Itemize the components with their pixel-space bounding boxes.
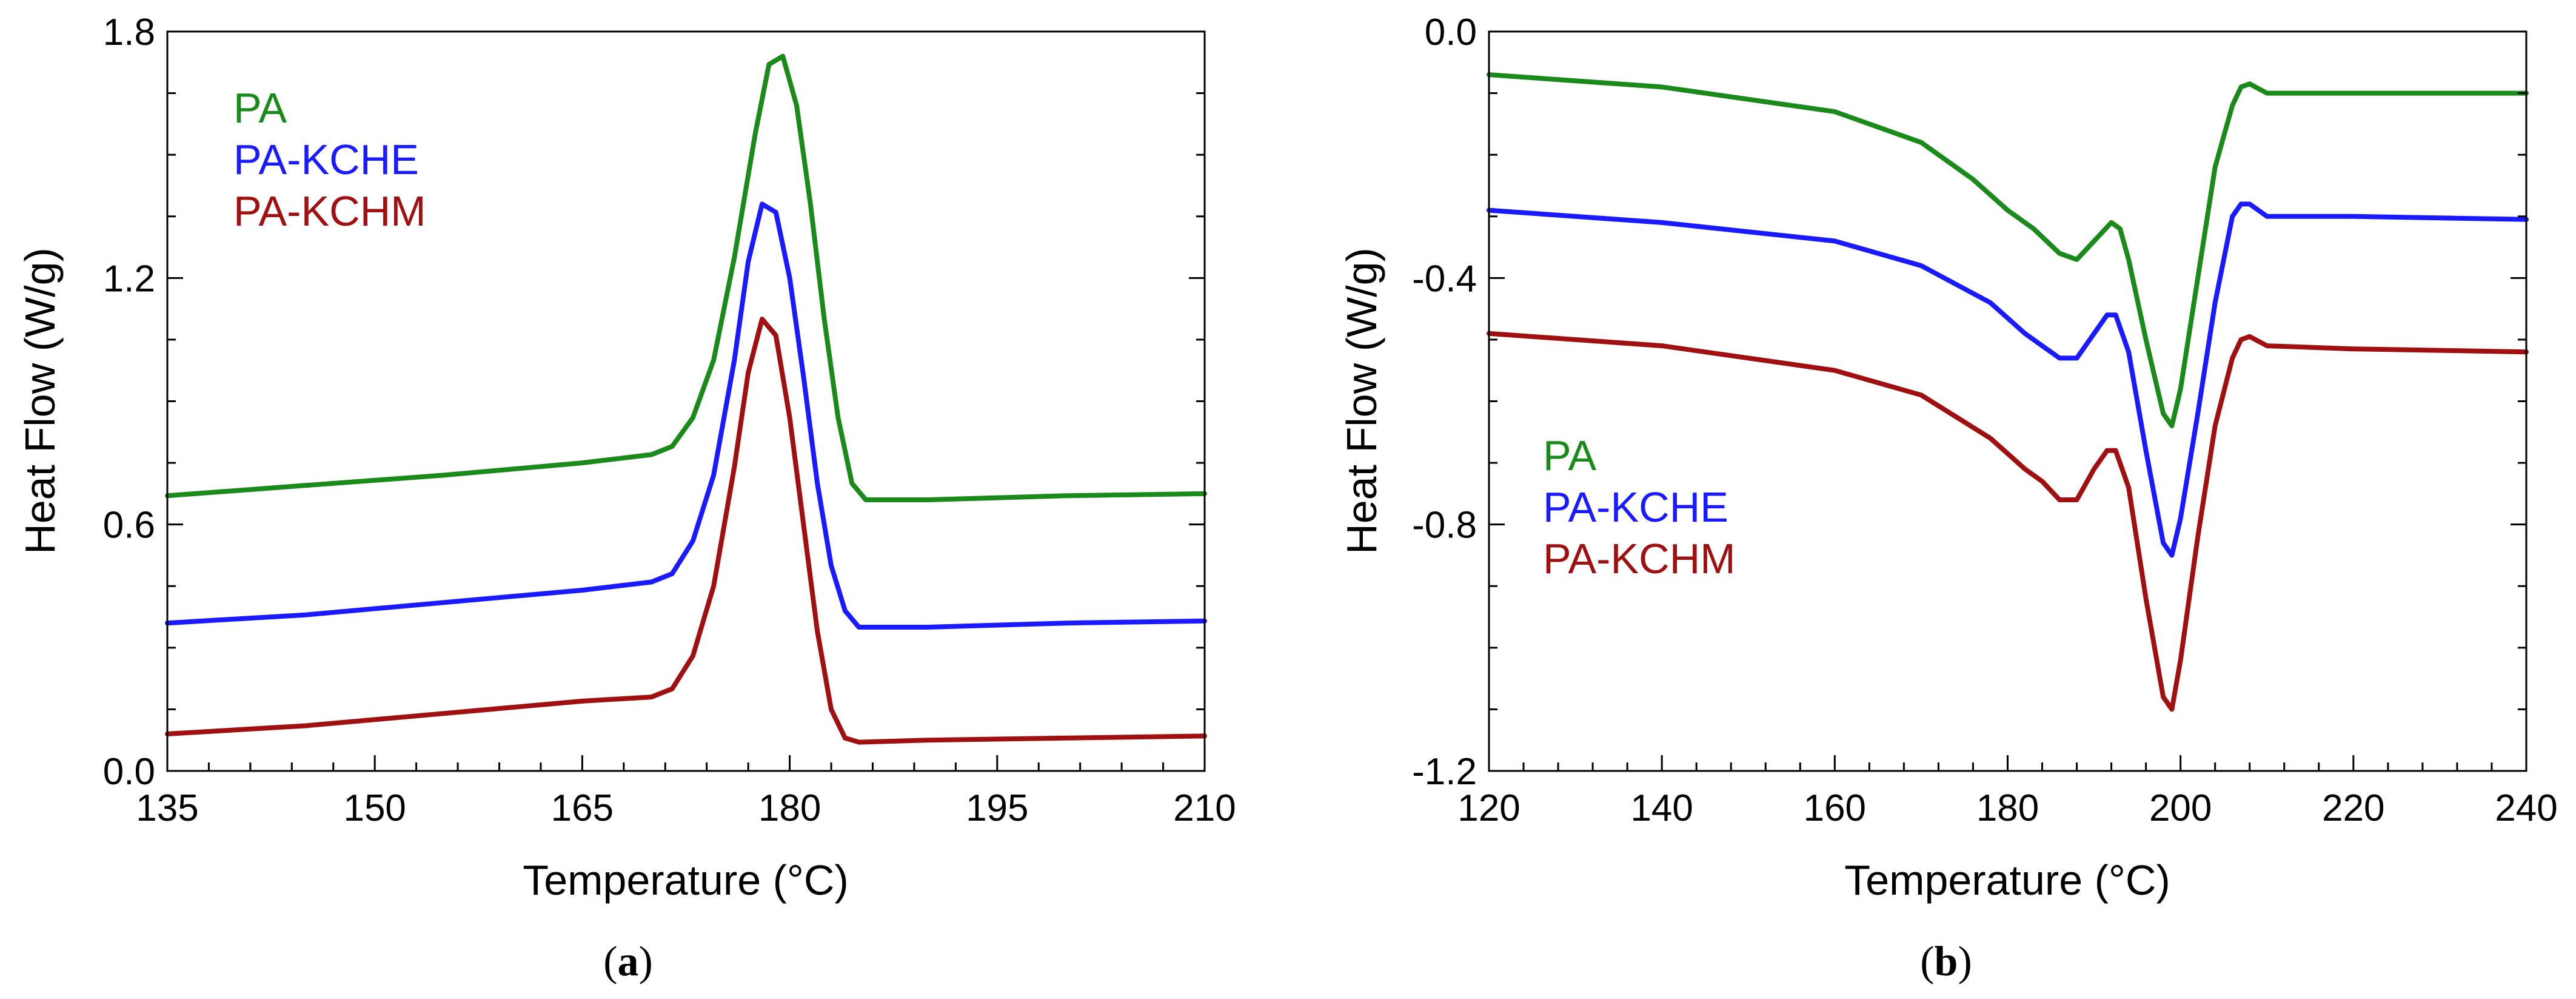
panel-a-caption: (a) — [603, 938, 653, 985]
panel-a-x-tick-label: 135 — [136, 787, 198, 829]
panel-b-line-pa — [1487, 72, 2529, 429]
panel-a-x-tick-label: 180 — [758, 787, 821, 829]
panel-a-x-axis-title: Temperature (°C) — [523, 856, 849, 904]
panel-b-legend: PA PA-KCHE PA-KCHM — [1543, 432, 1736, 582]
panel-b-x-tick-label: 160 — [1804, 787, 1866, 829]
panel-a-line-pa-kchm — [165, 317, 1207, 745]
panel-b-line-pa-kchm — [1487, 331, 2529, 712]
panel-b-legend-pa: PA — [1543, 432, 1596, 479]
panel-b-series — [1487, 72, 2529, 712]
panel-a-x-tick-label: 165 — [551, 787, 614, 829]
panel-a-legend-pa-kchm: PA-KCHM — [233, 187, 426, 235]
panel-a: 135 150 165 180 195 210 0.0 0.6 1.2 1.8 Temperatu… — [16, 12, 1236, 985]
panel-b-x-tick-label: 120 — [1457, 787, 1520, 829]
panel-a-x-tick-label: 210 — [1173, 787, 1236, 829]
panel-a-y-tick-label: 1.2 — [103, 258, 155, 300]
panel-a-legend: PA PA-KCHE PA-KCHM — [233, 84, 426, 235]
panel-b-y-axis-title: Heat Flow (W/g) — [1338, 247, 1385, 554]
panel-a-y-tick-label: 0.6 — [103, 505, 155, 547]
panel-a-y-tick-label: 1.8 — [103, 12, 155, 53]
panel-b-x-tick-label: 220 — [2322, 787, 2384, 829]
panel-b-line-pa-kche — [1487, 201, 2529, 558]
panel-b-ticks: 120 140 160 180 200 220 240 0.0 -0.4 -0.8 -1.2 — [1412, 12, 2558, 829]
panel-b-x-tick-label: 200 — [2149, 787, 2212, 829]
panel-b-x-tick-label: 180 — [1976, 787, 2039, 829]
panel-b-caption: (b) — [1920, 938, 1972, 985]
panel-a-x-tick-label: 150 — [343, 787, 406, 829]
panel-b-y-tick-label: -1.2 — [1412, 751, 1477, 793]
panel-b-label: b — [1935, 938, 1958, 985]
panel-a-x-tick-label: 195 — [966, 787, 1028, 829]
panel-b-legend-pa-kchm: PA-KCHM — [1543, 535, 1736, 582]
panel-a-legend-pa: PA — [233, 84, 287, 132]
panel-b-x-axis-title: Temperature (°C) — [1844, 856, 2170, 904]
panel-b-x-tick-label: 140 — [1630, 787, 1693, 829]
panel-a-y-tick-label: 0.0 — [103, 751, 155, 793]
panel-b-plot-frame — [1488, 30, 2527, 772]
panel-b-y-tick-label: -0.4 — [1412, 258, 1477, 300]
panel-a-series — [165, 53, 1207, 745]
panel-b-legend-pa-kche: PA-KCHE — [1543, 483, 1728, 531]
panel-b-x-tick-label: 240 — [2495, 787, 2557, 829]
panel-a-legend-pa-kche: PA-KCHE — [233, 136, 419, 183]
panel-a-line-pa — [165, 53, 1207, 502]
panel-b: 120 140 160 180 200 220 240 0.0 -0.4 -0.8 -1.2 Tem… — [1338, 12, 2558, 985]
panel-a-ticks: 135 150 165 180 195 210 0.0 0.6 1.2 1.8 — [103, 12, 1236, 829]
panel-b-y-tick-label: 0.0 — [1425, 12, 1477, 53]
panel-a-label: a — [618, 938, 639, 985]
panel-a-line-pa-kche — [165, 201, 1207, 630]
panel-a-y-axis-title: Heat Flow (W/g) — [16, 247, 64, 554]
panel-b-y-tick-label: -0.8 — [1412, 505, 1477, 547]
